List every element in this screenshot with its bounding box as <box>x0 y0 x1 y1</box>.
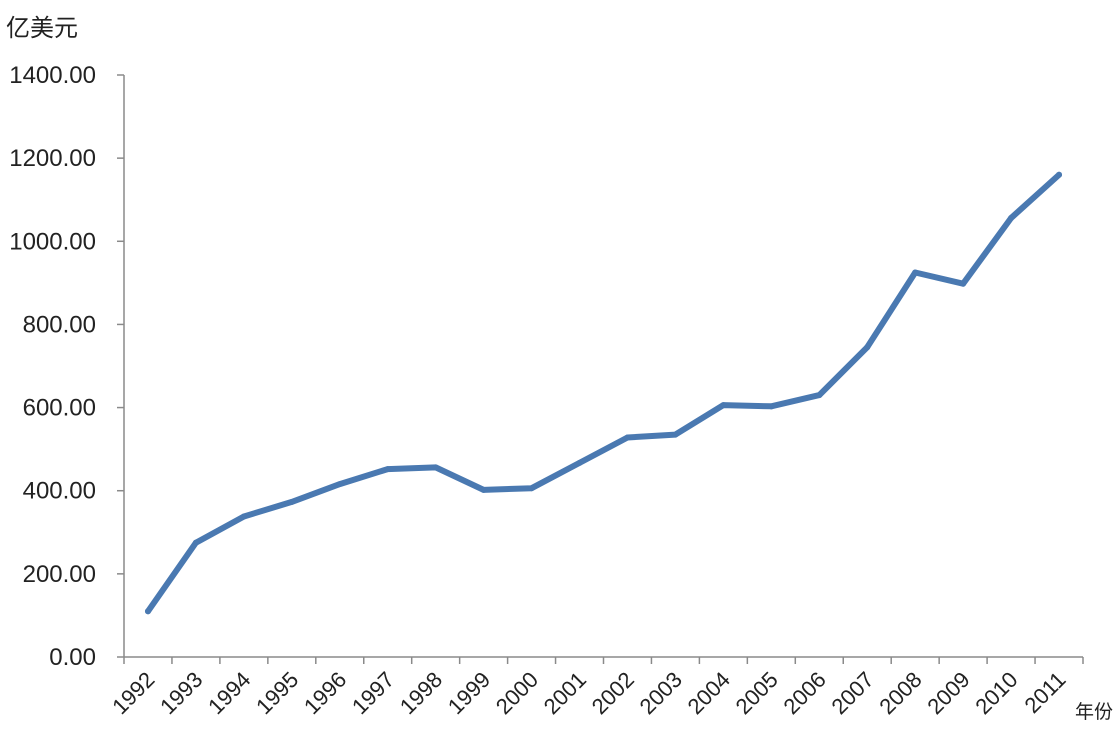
data-point <box>384 466 391 473</box>
x-tick-label: 1992 <box>107 667 159 719</box>
data-point <box>768 403 775 410</box>
y-tick-label: 0.00 <box>49 644 96 671</box>
x-tick-label: 2000 <box>491 667 543 719</box>
x-tick-label: 1997 <box>347 667 399 719</box>
x-axis-ticks: 1992199319941995199619971998199920002001… <box>107 657 1084 719</box>
data-point <box>144 608 151 615</box>
x-tick-label: 2006 <box>779 667 831 719</box>
x-tick-label: 1998 <box>395 667 447 719</box>
series-line <box>145 171 1062 615</box>
data-point <box>288 498 295 505</box>
x-tick-label: 1994 <box>203 667 255 719</box>
x-tick-label: 2001 <box>539 667 591 719</box>
series-group <box>144 171 1063 615</box>
x-tick-label: 2009 <box>922 667 974 719</box>
y-tick-label: 1000.00 <box>9 228 96 255</box>
y-tick-label: 1200.00 <box>9 145 96 172</box>
data-point <box>1056 171 1063 178</box>
axes <box>123 75 1083 658</box>
data-point <box>912 269 919 276</box>
data-point <box>576 459 583 466</box>
x-tick-label: 2010 <box>970 667 1022 719</box>
data-point <box>240 513 247 520</box>
y-axis-unit-label: 亿美元 <box>6 14 78 42</box>
x-tick-label: 2002 <box>587 667 639 719</box>
x-tick-label: 2011 <box>1019 667 1070 718</box>
data-point <box>1008 215 1015 222</box>
x-tick-label: 2003 <box>635 667 687 719</box>
x-tick-label: 2008 <box>874 667 926 719</box>
data-point <box>816 392 823 399</box>
x-tick-label: 1996 <box>299 667 351 719</box>
y-tick-label: 800.00 <box>23 311 96 338</box>
data-point <box>672 431 679 438</box>
y-tick-label: 600.00 <box>23 395 96 422</box>
data-point <box>720 402 727 409</box>
y-tick-label: 1400.00 <box>9 62 96 89</box>
data-point <box>432 464 439 471</box>
y-tick-label: 400.00 <box>23 478 96 505</box>
data-point <box>480 486 487 493</box>
x-tick-label: 2004 <box>683 667 735 719</box>
data-point <box>192 539 199 546</box>
x-axis-unit-label: 年份 <box>1075 701 1113 723</box>
data-point <box>528 485 535 492</box>
data-point <box>624 434 631 441</box>
x-tick-label: 1999 <box>443 667 495 719</box>
data-point <box>864 344 871 351</box>
y-tick-label: 200.00 <box>23 561 96 588</box>
data-point <box>960 280 967 287</box>
x-tick-label: 1993 <box>155 667 207 719</box>
x-tick-label: 2005 <box>731 667 783 719</box>
x-tick-label: 2007 <box>826 667 878 719</box>
x-tick-label: 1995 <box>251 667 303 719</box>
data-point <box>336 481 343 488</box>
y-axis-ticks: 0.00 200.00 400.00 600.00 800.00 1000.00 1200.… <box>9 62 124 671</box>
